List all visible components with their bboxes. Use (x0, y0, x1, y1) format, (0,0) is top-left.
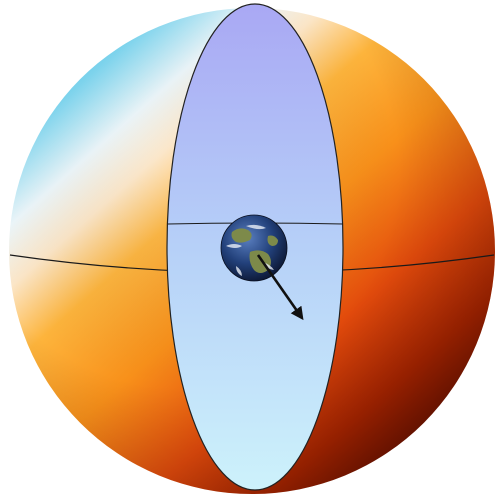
velocity-arrow-icon (256, 254, 304, 321)
earth-icon (220, 214, 288, 282)
